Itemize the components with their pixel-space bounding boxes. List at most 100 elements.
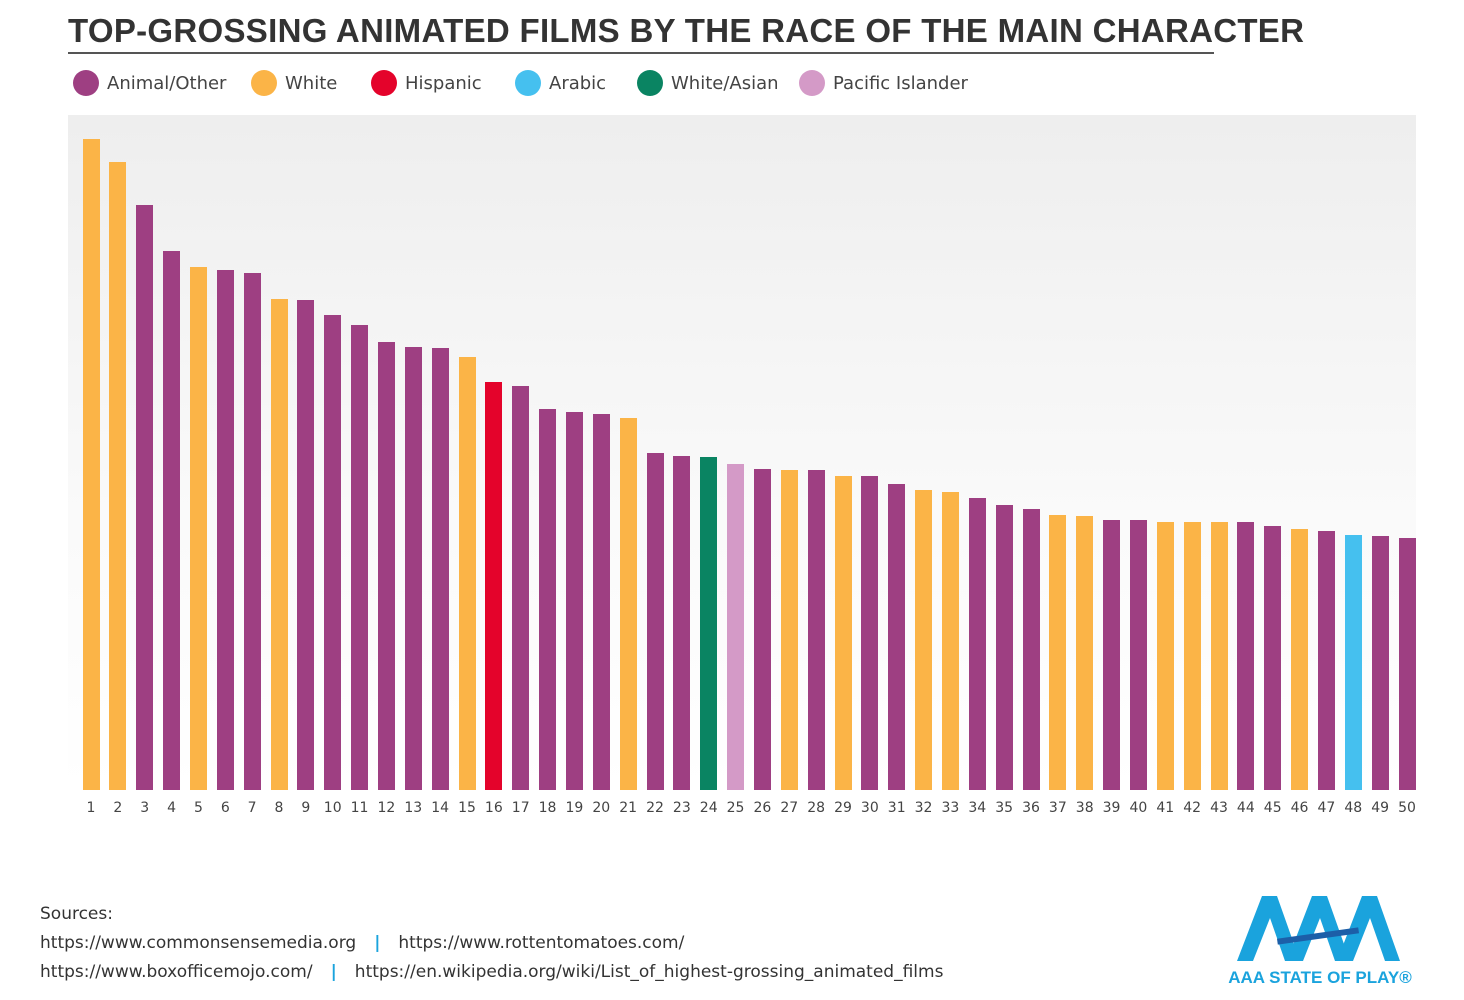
legend-item: White: [251, 70, 337, 96]
source-link[interactable]: https://www.commonsensemedia.org: [40, 933, 357, 953]
legend-label: White/Asian: [671, 72, 779, 94]
x-tick-label: 48: [1344, 800, 1363, 816]
x-tick-label: 23: [672, 800, 691, 816]
legend-label: Arabic: [549, 72, 607, 94]
legend-item: Hispanic: [371, 70, 482, 96]
x-tick-label: 30: [860, 800, 879, 816]
bar-3: [136, 204, 154, 790]
bar-48: [1344, 534, 1362, 790]
bar-35: [995, 504, 1013, 790]
x-tick-label: 46: [1290, 800, 1309, 816]
x-tick-label: 49: [1371, 800, 1390, 816]
legend-swatch: [637, 70, 663, 96]
bar-26: [753, 469, 771, 790]
legend-swatch: [515, 70, 541, 96]
bar-45: [1264, 525, 1282, 790]
x-tick-label: 35: [995, 800, 1014, 816]
x-tick-label: 18: [538, 800, 557, 816]
bar-23: [673, 456, 691, 790]
legend-item: Animal/Other: [73, 70, 226, 96]
x-tick-label: 5: [193, 800, 203, 816]
bar-34: [968, 497, 986, 790]
x-tick-label: 36: [1022, 800, 1040, 816]
x-tick-label: 21: [619, 800, 638, 816]
legend-label: Hispanic: [405, 72, 482, 94]
separator: |: [374, 933, 381, 953]
bar-25: [727, 463, 745, 790]
bar-31: [888, 484, 906, 790]
source-link[interactable]: https://www.rottentomatoes.com/: [398, 933, 685, 953]
legend-label: White: [285, 72, 338, 94]
x-tick-label: 27: [780, 800, 799, 816]
bar-28: [807, 469, 825, 790]
x-tick-label: 20: [592, 800, 611, 816]
bar-32: [915, 489, 933, 790]
x-tick-label: 15: [458, 800, 476, 816]
x-tick-label: 19: [565, 800, 584, 816]
bar-38: [1076, 515, 1094, 790]
x-tick-label: 50: [1398, 800, 1416, 816]
x-tick-label: 45: [1263, 800, 1282, 816]
bar-4: [163, 250, 181, 790]
x-tick-label: 26: [753, 800, 772, 816]
bar-17: [512, 385, 530, 790]
x-tick-label: 2: [113, 800, 123, 816]
separator: |: [330, 962, 337, 982]
x-tick-label: 16: [484, 800, 503, 816]
bar-50: [1398, 538, 1416, 790]
bar-14: [431, 347, 449, 790]
x-tick-label: 47: [1317, 800, 1336, 816]
x-tick-label: 42: [1183, 800, 1202, 816]
bar-13: [404, 347, 422, 790]
bar-24: [700, 456, 718, 790]
x-tick-label: 37: [1048, 800, 1067, 816]
bar-1: [82, 139, 100, 790]
bar-21: [619, 418, 637, 790]
x-tick-label: 10: [323, 800, 342, 816]
x-tick-label: 28: [807, 800, 826, 816]
bar-27: [780, 469, 798, 790]
x-tick-label: 4: [167, 800, 177, 816]
bar-2: [109, 161, 127, 790]
bar-7: [243, 273, 261, 790]
bar-8: [270, 299, 288, 790]
chart-title: TOP-GROSSING ANIMATED FILMS BY THE RACE …: [68, 12, 1304, 54]
x-tick-label: 41: [1156, 800, 1175, 816]
x-tick-label: 38: [1075, 800, 1094, 816]
x-tick-label: 24: [699, 800, 718, 816]
bar-39: [1103, 519, 1121, 790]
legend-item: White/Asian: [637, 70, 779, 96]
bar-18: [539, 409, 557, 790]
bar-46: [1291, 528, 1309, 790]
legend-item: Arabic: [515, 70, 606, 96]
aaa-state-of-play-logo: AAA STATE OF PLAY®: [1228, 896, 1412, 987]
bar-36: [1022, 508, 1040, 790]
bar-16: [485, 381, 503, 790]
x-tick-label: 13: [404, 800, 423, 816]
source-link[interactable]: https://en.wikipedia.org/wiki/List_of_hi…: [354, 962, 944, 982]
x-tick-label: 44: [1236, 800, 1255, 816]
bar-44: [1237, 521, 1255, 790]
x-tick-label: 29: [834, 800, 852, 816]
x-tick-label: 3: [140, 800, 150, 816]
x-tick-label: 11: [350, 800, 369, 816]
bar-9: [297, 299, 315, 790]
legend-swatch: [251, 70, 277, 96]
bar-22: [646, 452, 664, 790]
x-tick-label: 17: [511, 800, 530, 816]
svg-text:AAA STATE OF PLAY®: AAA STATE OF PLAY®: [1228, 968, 1412, 987]
bar-5: [189, 267, 207, 790]
bar-20: [592, 413, 610, 790]
bar-42: [1183, 521, 1201, 790]
x-tick-label: 25: [726, 800, 745, 816]
x-tick-label: 32: [914, 800, 933, 816]
source-link[interactable]: https://www.boxofficemojo.com/: [40, 962, 313, 982]
bar-30: [861, 476, 879, 790]
bar-40: [1129, 519, 1147, 790]
bar-47: [1317, 530, 1335, 790]
x-tick-label: 39: [1102, 800, 1121, 816]
sources-line-2: https://www.boxofficemojo.com/ | https://e…: [40, 962, 943, 982]
x-tick-label: 40: [1129, 800, 1148, 816]
x-tick-label: 31: [887, 800, 906, 816]
sources-line-1: https://www.commonsensemedia.org | https:/…: [40, 933, 684, 953]
